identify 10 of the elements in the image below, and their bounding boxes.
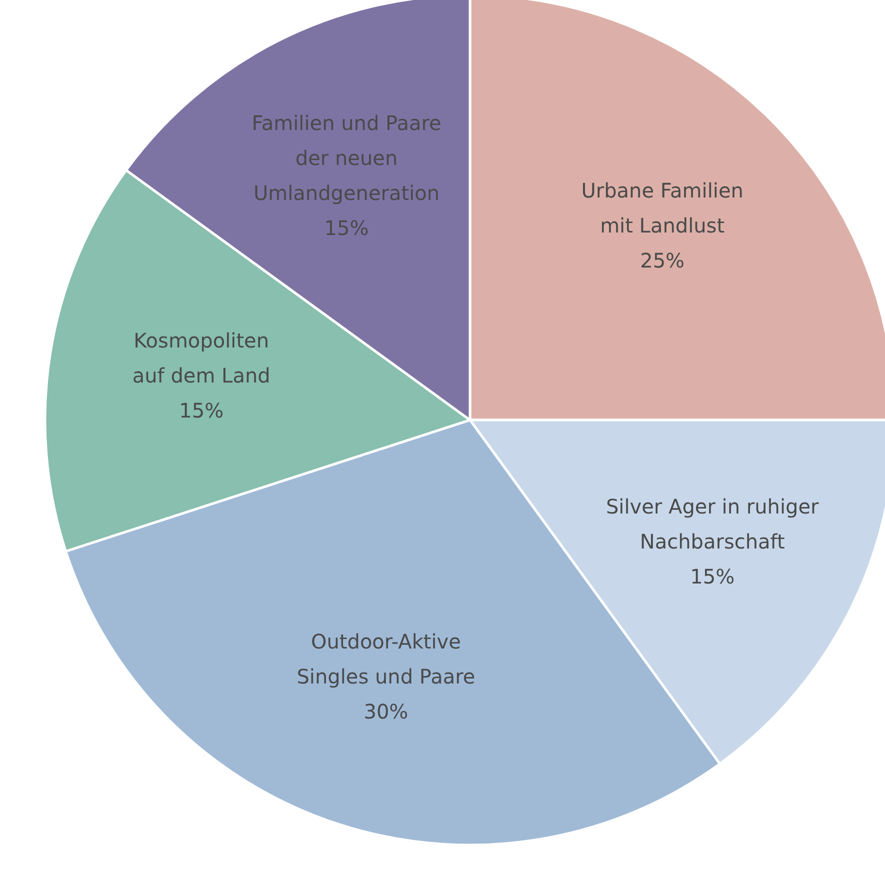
data-label: 15% [179, 398, 224, 423]
slice-label: Kosmopoliten auf dem Land [132, 328, 270, 388]
slice-label: Urbane Familien mit Landlust [581, 179, 744, 238]
data-label: 25% [640, 249, 685, 274]
data-label: 15% [690, 564, 735, 589]
data-label: 30% [364, 700, 408, 724]
slice-label: Silver Ager in ruhiger Nachbarschaft [606, 494, 820, 554]
slice-label: Familien und Paare der neuen Umlandgeneration [252, 112, 442, 206]
slice-label: Outdoor-Aktive Singles und Paare [296, 630, 476, 690]
data-label: 15% [324, 216, 369, 241]
